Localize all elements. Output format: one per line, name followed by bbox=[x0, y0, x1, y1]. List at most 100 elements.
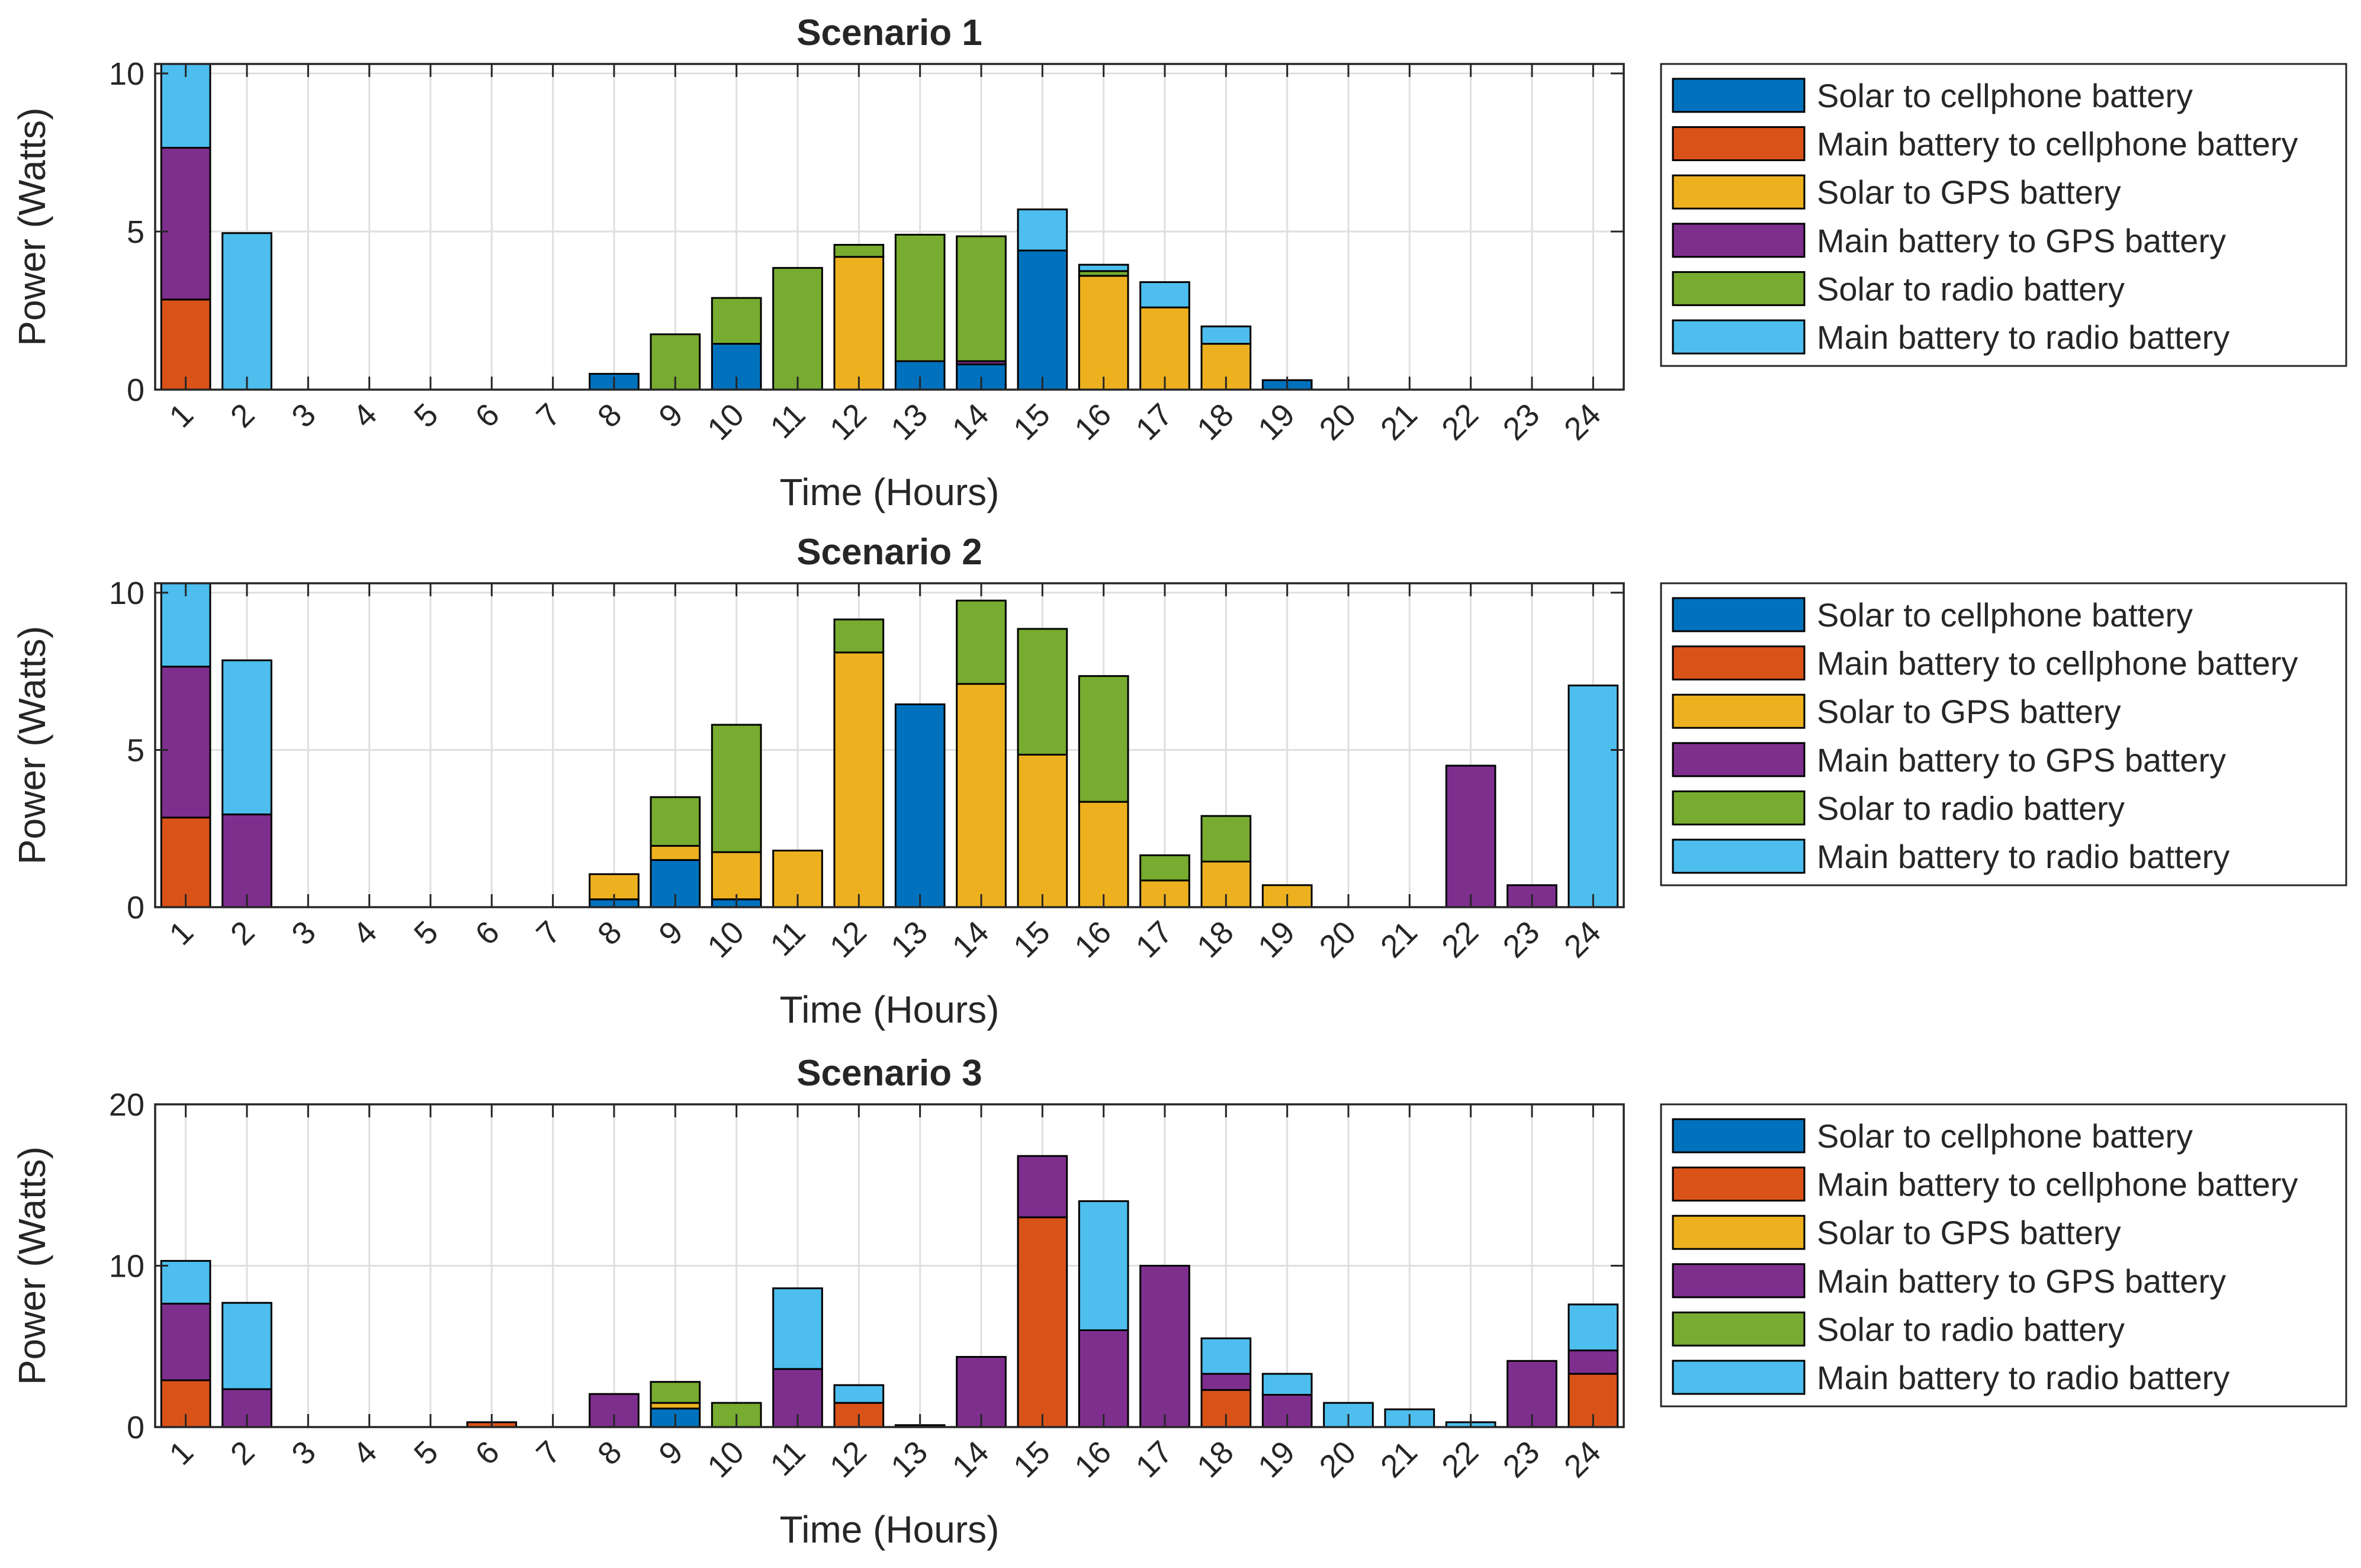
x-tick-label: 2 bbox=[224, 914, 262, 952]
legend-label: Main battery to GPS battery bbox=[1817, 741, 2226, 779]
x-tick-label: 17 bbox=[1129, 1434, 1180, 1485]
axes-box bbox=[154, 63, 1625, 391]
legend-swatch bbox=[1672, 790, 1806, 825]
x-tick-label: 2 bbox=[224, 1434, 262, 1472]
x-tick-label: 7 bbox=[529, 397, 567, 435]
x-tick-label: 8 bbox=[591, 397, 629, 435]
y-tick-label: 0 bbox=[127, 890, 144, 926]
chart-title: Scenario 3 bbox=[796, 1053, 982, 1094]
legend-swatch bbox=[1672, 1360, 1806, 1395]
x-tick-label: 23 bbox=[1496, 1434, 1547, 1485]
x-tick-label: 19 bbox=[1251, 914, 1302, 965]
y-tick-label: 5 bbox=[127, 214, 144, 250]
x-tick-label: 12 bbox=[823, 397, 873, 447]
x-axis-label: Time (Hours) bbox=[780, 471, 1000, 513]
x-tick-label: 18 bbox=[1190, 397, 1241, 447]
legend-swatch bbox=[1672, 1118, 1806, 1153]
bar-segment bbox=[833, 256, 885, 391]
bar-segment bbox=[1078, 264, 1129, 272]
bar-segment bbox=[1139, 281, 1190, 309]
bar-segment bbox=[1017, 628, 1068, 756]
x-tick-label: 22 bbox=[1435, 397, 1485, 447]
bar-segment bbox=[956, 683, 1007, 908]
bar-segment bbox=[956, 235, 1007, 362]
x-tick-label: 15 bbox=[1007, 397, 1057, 447]
bar-segment bbox=[160, 1259, 211, 1305]
y-tick-label: 5 bbox=[127, 732, 144, 768]
x-tick-label: 10 bbox=[701, 1434, 751, 1485]
x-tick-label: 12 bbox=[823, 914, 873, 965]
legend-swatch bbox=[1672, 742, 1806, 777]
x-tick-label: 5 bbox=[407, 1434, 445, 1472]
x-tick-label: 13 bbox=[884, 397, 934, 447]
legend-label: Main battery to cellphone battery bbox=[1817, 645, 2298, 682]
bar-segment bbox=[833, 1384, 885, 1404]
bar-segment bbox=[1200, 1337, 1252, 1375]
x-tick-label: 14 bbox=[946, 1434, 996, 1485]
bar-segment bbox=[650, 796, 701, 847]
legend-label: Main battery to radio battery bbox=[1817, 838, 2230, 875]
x-tick-label: 8 bbox=[591, 1434, 629, 1472]
legend-label: Main battery to radio battery bbox=[1817, 319, 2230, 356]
legend-label: Solar to GPS battery bbox=[1817, 693, 2121, 730]
bar-segment bbox=[833, 651, 885, 908]
bar-segment bbox=[160, 63, 211, 149]
bar-segment bbox=[1078, 801, 1129, 908]
x-tick-label: 19 bbox=[1251, 397, 1302, 447]
x-tick-label: 10 bbox=[701, 914, 751, 965]
x-tick-label: 16 bbox=[1068, 914, 1118, 965]
legend-swatch bbox=[1672, 1311, 1806, 1347]
x-tick-label: 8 bbox=[591, 914, 629, 952]
bar-segment bbox=[956, 599, 1007, 685]
legend: Solar to cellphone battery Main battery t… bbox=[1660, 1103, 2347, 1408]
x-tick-label: 4 bbox=[346, 1434, 384, 1472]
x-tick-label: 18 bbox=[1190, 914, 1241, 965]
x-tick-label: 5 bbox=[407, 397, 445, 435]
x-tick-label: 7 bbox=[529, 1434, 567, 1472]
bar-segment bbox=[1567, 1303, 1619, 1352]
x-tick-label: 9 bbox=[652, 1434, 690, 1472]
legend-swatch bbox=[1672, 223, 1806, 258]
x-tick-label: 20 bbox=[1313, 1434, 1363, 1485]
x-tick-label: 6 bbox=[468, 1434, 506, 1472]
y-tick-label: 10 bbox=[109, 56, 144, 92]
legend-swatch bbox=[1672, 693, 1806, 729]
x-tick-label: 7 bbox=[529, 914, 567, 952]
x-tick-label: 23 bbox=[1496, 397, 1547, 447]
x-tick-label: 24 bbox=[1557, 1434, 1608, 1485]
x-tick-label: 21 bbox=[1374, 914, 1424, 965]
bar-segment bbox=[711, 851, 762, 901]
x-tick-label: 17 bbox=[1129, 914, 1180, 965]
bar-segment bbox=[1261, 1373, 1313, 1396]
bar-segment bbox=[221, 1302, 272, 1390]
legend-swatch bbox=[1672, 1167, 1806, 1202]
x-tick-label: 16 bbox=[1068, 397, 1118, 447]
bar-segment bbox=[1139, 1265, 1190, 1428]
legend-swatch bbox=[1672, 78, 1806, 113]
x-tick-label: 22 bbox=[1435, 1434, 1485, 1485]
legend-label: Main battery to radio battery bbox=[1817, 1359, 2230, 1396]
x-tick-label: 3 bbox=[285, 914, 323, 952]
x-tick-label: 19 bbox=[1251, 1434, 1302, 1485]
legend: Solar to cellphone battery Main battery t… bbox=[1660, 63, 2347, 367]
bar-segment bbox=[1017, 753, 1068, 908]
x-tick-label: 3 bbox=[285, 397, 323, 435]
x-tick-label: 21 bbox=[1374, 1434, 1424, 1485]
bar-segment bbox=[1078, 675, 1129, 803]
bar-segment bbox=[711, 724, 762, 853]
x-tick-label: 20 bbox=[1313, 914, 1363, 965]
x-tick-label: 10 bbox=[701, 397, 751, 447]
legend-swatch bbox=[1672, 319, 1806, 355]
legend-swatch bbox=[1672, 838, 1806, 874]
x-tick-label: 12 bbox=[823, 1434, 873, 1485]
x-axis-label: Time (Hours) bbox=[780, 1508, 1000, 1551]
legend-label: Solar to GPS battery bbox=[1817, 173, 2121, 211]
legend-swatch bbox=[1672, 126, 1806, 162]
x-tick-label: 2 bbox=[224, 397, 262, 435]
x-tick-label: 9 bbox=[652, 397, 690, 435]
x-tick-label: 14 bbox=[946, 397, 996, 447]
x-tick-label: 14 bbox=[946, 914, 996, 965]
x-tick-label: 6 bbox=[468, 397, 506, 435]
bar-segment bbox=[1567, 1349, 1619, 1375]
